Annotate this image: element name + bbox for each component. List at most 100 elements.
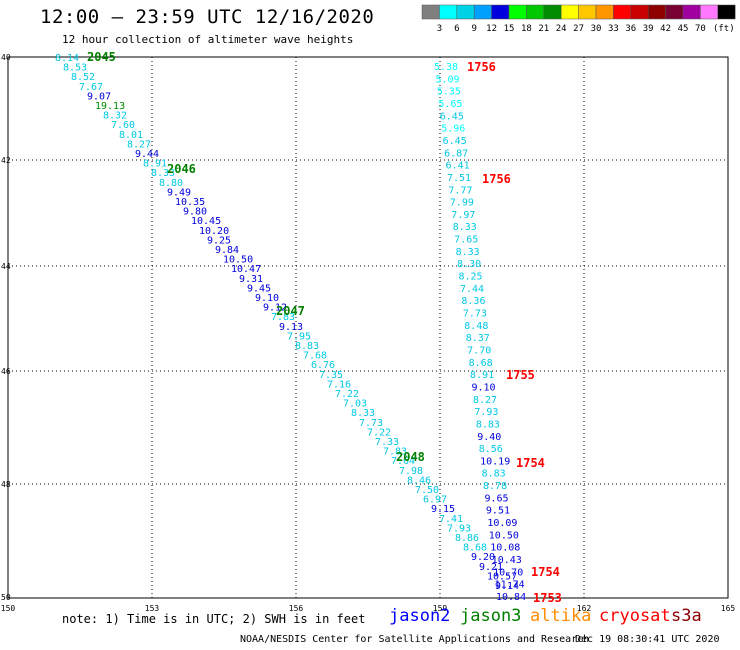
legend-jason2: jason2 <box>389 606 451 626</box>
swh-value-label: 7.98 <box>399 466 423 477</box>
pass-id-label: 1754 <box>516 456 545 470</box>
colorbar-swatch <box>700 4 719 20</box>
colorbar-swatch <box>456 4 475 20</box>
colorbar-swatch <box>665 4 684 20</box>
swh-value-label: 10.09 <box>487 518 517 529</box>
swh-value-label: 7.73 <box>463 309 487 320</box>
swh-value-label: 10.50 <box>489 530 519 541</box>
y-tick-label: 44 <box>1 262 11 271</box>
swh-value-label: 8.25 <box>459 272 483 283</box>
pass-id-label: 2047 <box>276 304 305 318</box>
swh-value-label: 7.65 <box>454 235 478 246</box>
swh-value-label: 8.33 <box>351 408 375 419</box>
colorbar-swatch <box>421 4 440 20</box>
colorbar-label: 21 <box>538 24 549 34</box>
swh-value-label: 7.22 <box>335 389 359 400</box>
swh-value-label: 10.35 <box>175 197 205 208</box>
pass-id-label: 1755 <box>506 368 535 382</box>
swh-value-label: 8.30 <box>457 259 481 270</box>
colorbar-label: 45 <box>678 24 689 34</box>
swh-value-label: 9.10 <box>255 293 279 304</box>
swh-value-label: 9.45 <box>247 283 271 294</box>
swh-value-label: 5.65 <box>438 99 462 110</box>
swh-value-label: 8.01 <box>119 130 143 141</box>
colorbar-swatch <box>717 4 736 20</box>
colorbar-label: 3 <box>437 24 442 34</box>
swh-value-label: 8.48 <box>464 321 488 332</box>
colorbar-label: 36 <box>625 24 636 34</box>
swh-value-label: 8.83 <box>295 341 319 352</box>
swh-value-label: 7.77 <box>448 185 472 196</box>
x-tick-label: 153 <box>145 604 160 613</box>
colorbar-label: 42 <box>660 24 671 34</box>
swh-value-label: 8.33 <box>453 222 477 233</box>
swh-value-label: 10.08 <box>490 543 520 554</box>
swh-value-label: 7.97 <box>451 210 475 221</box>
colorbar-swatch <box>543 4 562 20</box>
swh-value-label: 7.70 <box>467 345 491 356</box>
swh-value-label: 10.47 <box>231 264 261 275</box>
swh-value-label: 7.83 <box>271 312 295 323</box>
swh-value-label: 7.93 <box>447 523 471 534</box>
swh-value-label: 8.52 <box>71 72 95 83</box>
swh-value-label: 8.46 <box>407 475 431 486</box>
swh-value-label: 8.83 <box>482 469 506 480</box>
y-tick-label: 40 <box>1 53 11 62</box>
swh-value-label: 7.16 <box>327 379 351 390</box>
axis-tick-labels: 150 153 156 159 162 165 40 42 44 46 48 50 <box>1 53 736 613</box>
swh-value-label: 9.65 <box>484 493 508 504</box>
colorbar-swatch <box>560 4 579 20</box>
swh-value-label: 6.45 <box>440 111 464 122</box>
colorbar-swatch <box>578 4 597 20</box>
colorbar-label: 39 <box>643 24 654 34</box>
swh-value-label: 8.86 <box>455 533 479 544</box>
colorbar-swatch <box>526 4 545 20</box>
swh-value-label: 6.87 <box>444 148 468 159</box>
swh-value-label: 7.51 <box>447 173 471 184</box>
swh-value-label: 6.97 <box>423 495 447 506</box>
swh-value-label: 8.91 <box>470 370 494 381</box>
colorbar-label: 6 <box>454 24 459 34</box>
swh-value-label: 8.80 <box>159 178 183 189</box>
swh-value-label: 7.68 <box>303 351 327 362</box>
swh-value-label: 9.84 <box>215 245 239 256</box>
legend-altika: altika <box>530 606 592 626</box>
pass-id-label: 2046 <box>167 162 196 176</box>
colorbar-swatch <box>630 4 649 20</box>
pass-id-label: 1754 <box>531 565 560 579</box>
swh-value-label: 8.83 <box>476 419 500 430</box>
swh-value-label: 8.36 <box>461 296 485 307</box>
swh-value-label: 8.32 <box>103 111 127 122</box>
colorbar-label: (ft) <box>713 24 735 34</box>
pass-id-label: 2045 <box>87 50 116 64</box>
swh-value-label: 7.83 <box>383 447 407 458</box>
map-frame <box>7 56 729 599</box>
swh-value-label: 8.27 <box>473 395 497 406</box>
x-tick-label: 150 <box>1 604 16 613</box>
swh-value-label: 7.93 <box>474 407 498 418</box>
swh-value-label: 5.35 <box>437 87 461 98</box>
map-title: 12:00 — 23:59 UTC 12/16/2020 <box>40 6 375 28</box>
swh-value-label: 10.84 <box>496 592 526 603</box>
swh-value-label: 9.07 <box>87 91 111 102</box>
y-tick-label: 46 <box>1 367 11 376</box>
swh-value-label: 8.91 <box>143 159 167 170</box>
swh-value-label: 8.33 <box>456 247 480 258</box>
colorbar-label: 9 <box>471 24 476 34</box>
swh-value-label: 9.12 <box>263 303 287 314</box>
swh-value-label: 7.03 <box>343 399 367 410</box>
swh-value-label: 9.49 <box>167 187 191 198</box>
swh-value-label: 9.20 <box>471 552 495 563</box>
y-tick-label: 48 <box>1 480 11 489</box>
swh-value-label: 9.21 <box>479 562 503 573</box>
legend-s3a: s3a <box>671 606 702 626</box>
swh-value-label: 10.45 <box>191 216 221 227</box>
colorbar-swatch <box>595 4 614 20</box>
colorbar-label: 27 <box>573 24 584 34</box>
swh-value-label: 7.60 <box>111 120 135 131</box>
swh-value-label: 7.95 <box>287 331 311 342</box>
colorbar-swatch <box>473 4 492 20</box>
swh-value-label: 9.15 <box>431 504 455 515</box>
pass-id-label: 2048 <box>396 450 425 464</box>
